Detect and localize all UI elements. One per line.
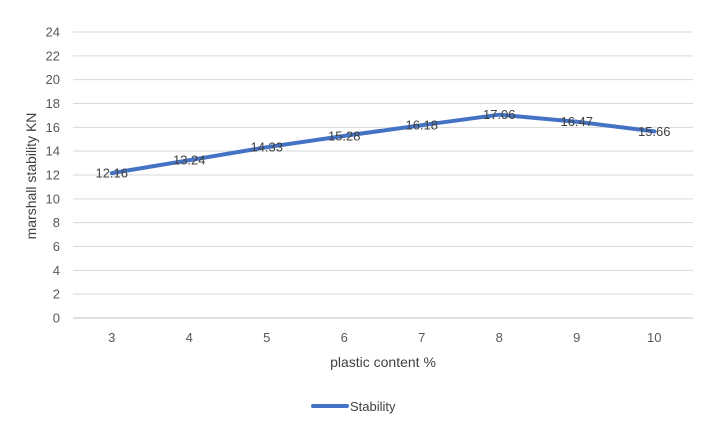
x-tick-label: 3 (108, 330, 115, 345)
data-label: 13.24 (173, 153, 206, 168)
x-tick-label: 5 (263, 330, 270, 345)
y-tick-label: 0 (53, 311, 60, 326)
y-tick-label: 24 (46, 25, 60, 40)
x-tick-label: 10 (647, 330, 661, 345)
data-label: 16.18 (405, 118, 438, 133)
data-label: 12.16 (95, 166, 128, 181)
y-tick-label: 18 (46, 96, 60, 111)
y-tick-label: 2 (53, 287, 60, 302)
y-tick-label: 12 (46, 168, 60, 183)
x-tick-label: 6 (341, 330, 348, 345)
series-lines (109, 112, 657, 176)
y-tick-label: 4 (53, 263, 60, 278)
gridlines (73, 31, 693, 319)
x-tick-label: 9 (573, 330, 580, 345)
legend: Stability (311, 399, 396, 414)
y-tick-label: 16 (46, 120, 60, 135)
data-label: 17.06 (483, 107, 516, 122)
legend-label-stability: Stability (350, 399, 396, 414)
y-axis-title: marshall stability KN (23, 113, 39, 240)
y-tick-label: 8 (53, 215, 60, 230)
y-tick-label: 6 (53, 239, 60, 254)
x-axis-title: plastic content % (330, 354, 436, 370)
series-line-stability (109, 112, 657, 176)
x-tick-label: 4 (186, 330, 193, 345)
y-tick-label: 20 (46, 72, 60, 87)
y-tick-label: 10 (46, 191, 60, 206)
data-label: 14.33 (250, 140, 283, 155)
x-tick-label: 8 (496, 330, 503, 345)
x-axis-ticks: 3 4 5 6 7 8 9 10 (108, 330, 661, 345)
x-tick-label: 7 (418, 330, 425, 345)
data-label: 15.66 (638, 124, 671, 139)
data-label: 15.28 (328, 128, 361, 143)
data-label: 16.47 (560, 114, 593, 129)
y-tick-label: 14 (46, 144, 60, 159)
y-tick-label: 22 (46, 48, 60, 63)
data-labels: 12.16 13.24 14.33 15.28 16.18 17.06 16.47 15.66 (95, 107, 670, 180)
